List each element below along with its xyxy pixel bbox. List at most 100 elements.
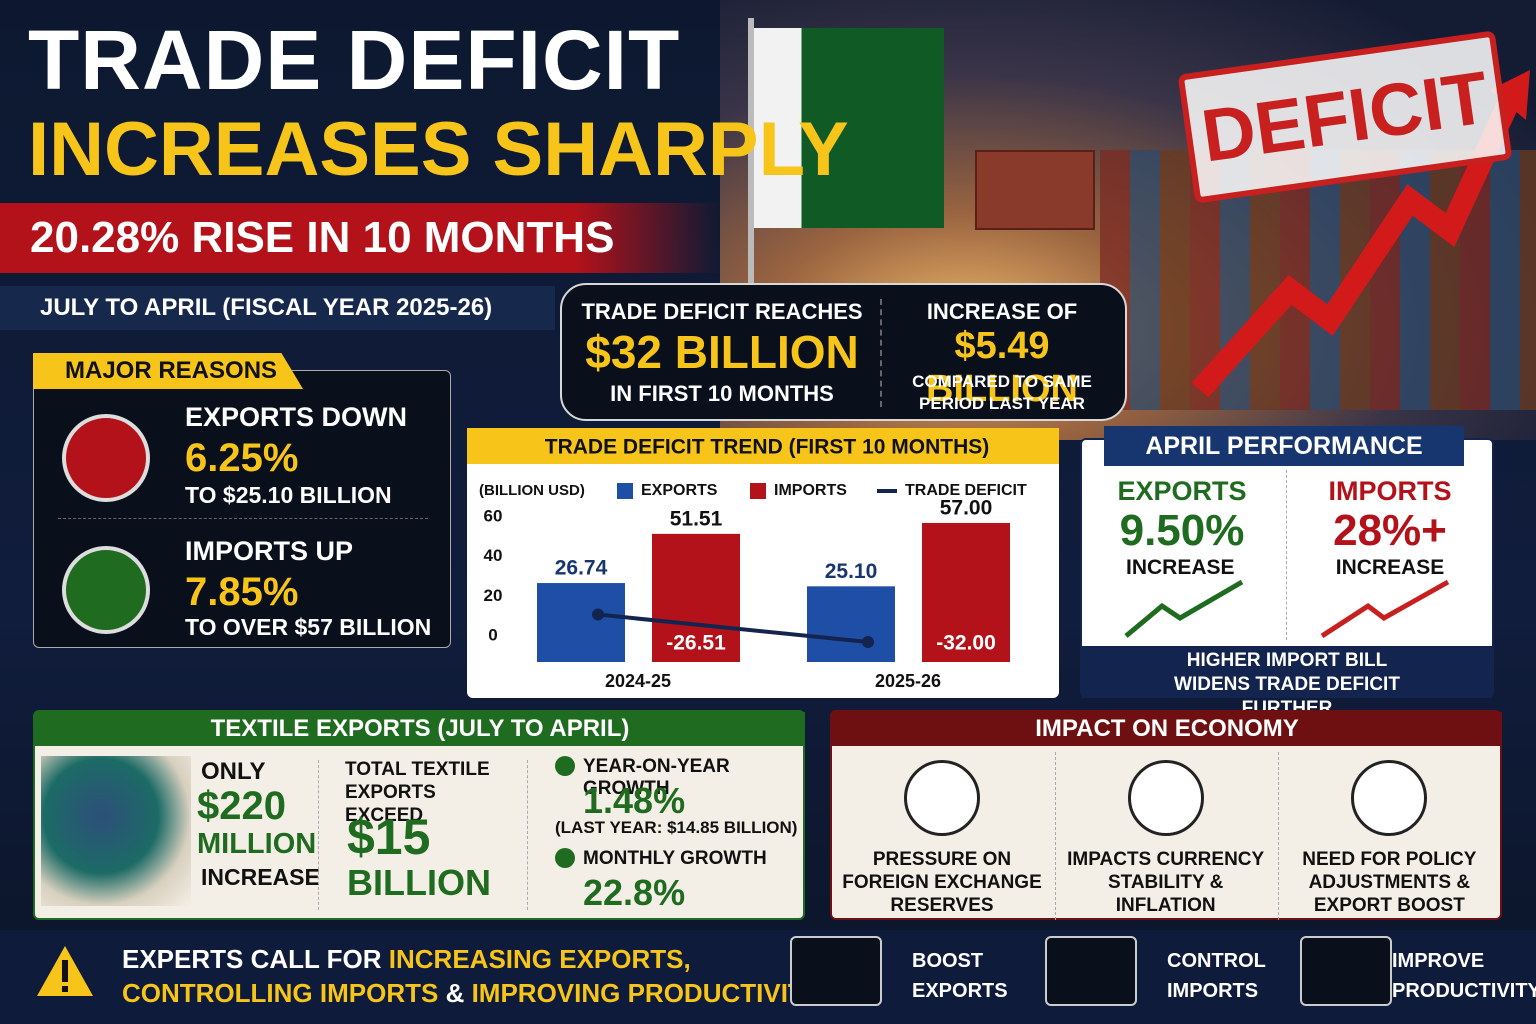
y-tick-label: 0 [488, 626, 497, 645]
value-label: 57.00 [940, 497, 993, 520]
impact-text: PRESSURE ON FOREIGN EXCHANGE RESERVES [842, 849, 1042, 916]
impact-text: IMPACTS CURRENCY STABILITY & INFLATION [1067, 849, 1265, 916]
footer-bar [0, 930, 1536, 1024]
reason-heading: IMPORTS UP [185, 536, 354, 566]
imports-up-icon [62, 546, 150, 634]
footer-call: EXPERTS CALL FOR INCREASING EXPORTS, CON… [122, 942, 821, 1010]
april-note: INCREASE [1335, 556, 1445, 579]
textile-label: MONTHLY GROWTH [583, 848, 767, 869]
value-label: -26.51 [666, 632, 726, 655]
textile-value: $220 [197, 784, 286, 828]
deficit-point [592, 608, 604, 621]
textile-label: YEAR-ON-YEAR GROWTH [583, 756, 730, 799]
panel-title: IMPACT ON ECONOMY [832, 712, 1502, 746]
reason-heading: EXPORTS DOWN [185, 402, 408, 432]
legend-label: EXPORTS [641, 482, 718, 499]
textile-panel: TEXTILE EXPORTS (JULY TO APRIL) ONLY $22… [33, 710, 805, 920]
textile-note: (LAST YEAR: $14.85 BILLION) [555, 818, 798, 837]
imports-trend-arrow [1320, 579, 1450, 639]
value-label: 51.51 [670, 507, 723, 530]
value-label: 25.10 [825, 560, 878, 583]
bar [807, 586, 895, 662]
april-value: 9.50% [1119, 506, 1245, 555]
highlight-value: $32 BILLION [585, 326, 859, 378]
highlight-value: $5.49 BILLION [926, 325, 1078, 410]
container [975, 150, 1095, 230]
action-text: CONTROL IMPORTS [1167, 950, 1266, 1002]
panel-title: TEXTILE EXPORTS (JULY TO APRIL) [35, 712, 805, 746]
call-highlight: CONTROLLING IMPORTS [122, 978, 439, 1008]
x-tick-label: 2025-26 [875, 671, 941, 691]
highlight-label: TRADE DEFICIT REACHES [581, 299, 863, 324]
divider [880, 299, 882, 407]
bar [652, 533, 740, 662]
highlight-box: TRADE DEFICIT REACHES $32 BILLION IN FIR… [560, 283, 1127, 421]
textile-unit: BILLION [347, 862, 491, 903]
panel-title: MAJOR REASONS [33, 353, 303, 389]
impact-item: IMPACTS CURRENCY STABILITY & INFLATION [1054, 752, 1279, 920]
impact-panel: IMPACT ON ECONOMY PRESSURE ON FOREIGN EX… [830, 710, 1502, 920]
reason-value: 7.85% [185, 570, 299, 614]
y-tick-label: 20 [484, 586, 503, 605]
exports-trend-arrow [1124, 579, 1244, 638]
divider [527, 760, 528, 910]
textile-line: INCREASE [201, 864, 320, 890]
bar [922, 522, 1010, 662]
red-arrow [1191, 70, 1530, 398]
chart: TRADE DEFICIT TREND (FIRST 10 MONTHS) (B… [467, 428, 1059, 691]
y-axis-label: (BILLION USD) [479, 482, 585, 499]
x-tick-label: 2024-25 [605, 671, 671, 691]
action-icon [1045, 936, 1137, 1006]
thread-spools-image [41, 756, 191, 906]
panel-title: APRIL PERFORMANCE [1104, 426, 1464, 466]
textile-value: 1.48% [583, 780, 686, 821]
april-label: EXPORTS [1117, 476, 1247, 506]
impact-icon [904, 760, 980, 836]
check-icon [555, 848, 575, 868]
textile-value: $15 [347, 809, 431, 865]
action-icon [1300, 936, 1392, 1006]
legend-label: TRADE DEFICIT [905, 482, 1027, 499]
subtitle-banner: 20.28% RISE IN 10 MONTHS [0, 203, 720, 273]
textile-label: TOTAL TEXTILE EXPORTS EXCEED [345, 759, 490, 826]
warning-icon [37, 946, 93, 996]
chart-title-bar [467, 428, 1059, 464]
period: JULY TO APRIL (FISCAL YEAR 2025-26) [0, 286, 555, 330]
divider [1286, 470, 1287, 640]
y-tick-label: 40 [484, 546, 503, 565]
check-icon [555, 756, 575, 776]
highlight-note: COMPARED TO SAME PERIOD LAST YEAR [912, 372, 1092, 413]
legend-swatch [750, 483, 766, 499]
action-text: IMPROVE PRODUCTIVITY [1392, 950, 1536, 1002]
impact-item: NEED FOR POLICY ADJUSTMENTS & EXPORT BOO… [1278, 752, 1502, 920]
reason-detail: TO OVER $57 BILLION [185, 614, 432, 640]
impact-item: PRESSURE ON FOREIGN EXCHANGE RESERVES [832, 752, 1055, 920]
title-line-1: TRADE DEFICIT [28, 13, 681, 107]
impact-text: NEED FOR POLICY ADJUSTMENTS & EXPORT BOO… [1302, 849, 1477, 916]
flag-pole [748, 18, 754, 288]
call-text: & [445, 978, 465, 1008]
divider [318, 760, 319, 910]
exports-down-icon [62, 414, 150, 502]
chart-title: TRADE DEFICIT TREND (FIRST 10 MONTHS) [545, 436, 990, 459]
value-label: 26.74 [555, 557, 608, 580]
reason-value: 6.25% [185, 436, 299, 480]
highlight-note: IN FIRST 10 MONTHS [610, 381, 834, 406]
textile-value: 22.8% [583, 872, 686, 913]
y-tick-label: 60 [484, 506, 503, 525]
chart-panel: TRADE DEFICIT TREND (FIRST 10 MONTHS) (B… [467, 428, 1059, 698]
april-label: IMPORTS [1328, 476, 1452, 506]
title-line-2: INCREASES SHARPLY [28, 107, 849, 192]
reason-detail: TO $25.10 BILLION [185, 482, 392, 508]
action-icon [790, 936, 882, 1006]
legend-swatch [617, 483, 633, 499]
highlight-label: INCREASE OF [926, 299, 1078, 324]
april-note: INCREASE [1126, 556, 1235, 579]
deficit-point [862, 636, 874, 648]
textile-line: ONLY [201, 758, 266, 785]
april-panel: APRIL PERFORMANCE EXPORTS 9.50% INCREASE… [1080, 426, 1494, 719]
call-text: EXPERTS CALL FOR [122, 944, 382, 974]
action-text: BOOST EXPORTS [912, 950, 1008, 1002]
divider [58, 518, 428, 519]
